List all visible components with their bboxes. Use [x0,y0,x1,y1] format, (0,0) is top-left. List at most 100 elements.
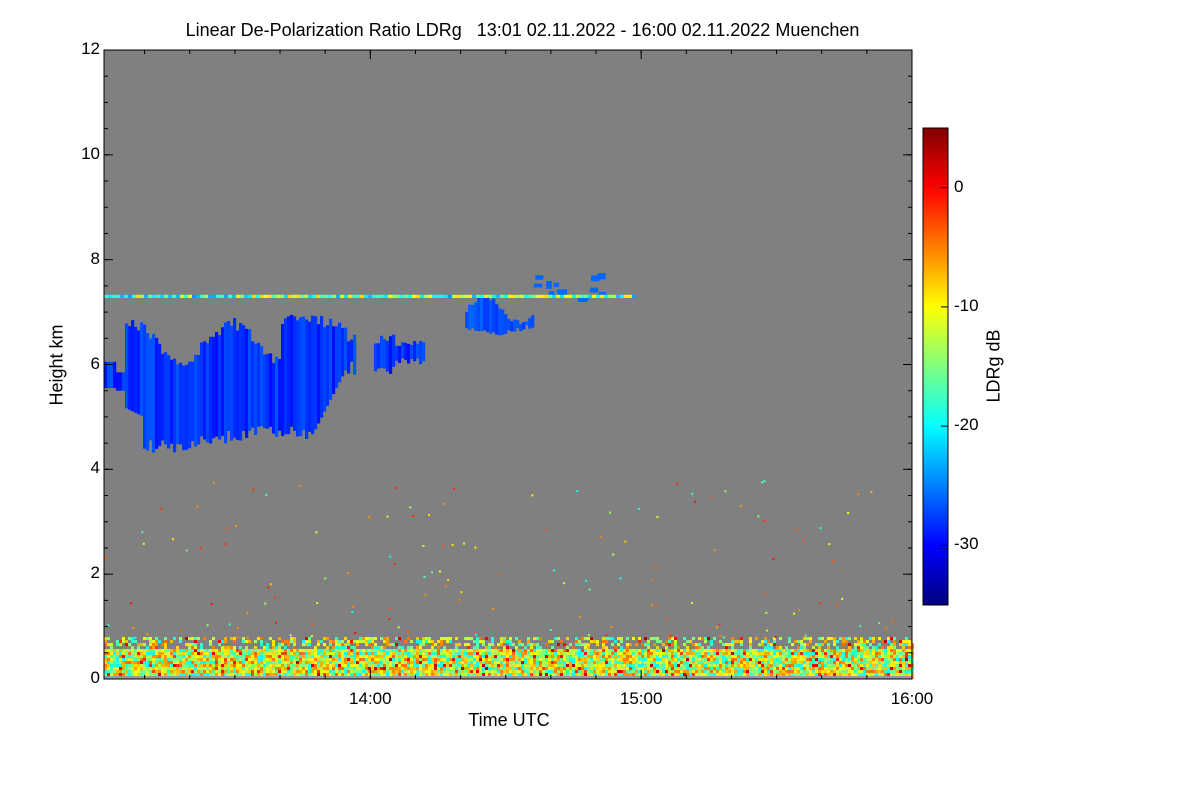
noise-pixel [854,658,857,662]
noise-pixel [356,661,359,665]
noise-pixel [407,664,410,668]
noise-pixel [839,649,842,653]
noise-pixel [704,673,707,677]
noise-pixel [374,661,377,665]
noise-pixel [107,649,110,653]
noise-pixel [731,643,734,647]
noise-pixel [344,673,347,677]
noise-pixel [887,664,890,668]
noise-pixel [197,664,200,668]
noise-pixel [308,655,311,659]
noise-pixel [725,664,728,668]
noise-pixel [854,655,857,659]
noise-pixel [824,673,827,677]
noise-pixel [815,664,818,668]
noise-pixel [119,673,122,677]
cloud-column [350,339,354,362]
noise-pixel [281,673,284,677]
noise-pixel [656,646,659,650]
noise-pixel [359,664,362,668]
noise-pixel [488,670,491,674]
speckle [397,626,400,629]
speckle [351,611,354,614]
noise-pixel [452,658,455,662]
noise-pixel [632,658,635,662]
noise-pixel [290,664,293,668]
noise-pixel [392,667,395,671]
noise-pixel [581,667,584,671]
noise-pixel [647,652,650,656]
artifact-segment [592,294,597,298]
noise-pixel [257,658,260,662]
speckle [298,484,301,487]
noise-pixel [533,664,536,668]
artifact-segment [144,294,149,298]
noise-pixel [161,649,164,653]
noise-pixel [536,667,539,671]
noise-pixel [278,643,281,647]
noise-pixel [266,664,269,668]
artifact-segment [500,294,505,298]
noise-pixel [467,655,470,659]
speckle [891,620,894,623]
noise-pixel [788,664,791,668]
noise-pixel [257,637,260,641]
noise-pixel [428,640,431,644]
noise-pixel [443,661,446,665]
noise-pixel [116,667,119,671]
noise-pixel [731,652,734,656]
noise-pixel [455,673,458,677]
noise-pixel [149,637,152,641]
noise-pixel [113,652,116,656]
noise-pixel [725,661,728,665]
noise-pixel [254,661,257,665]
cloud-column [203,341,207,440]
noise-pixel [626,658,629,662]
noise-pixel [641,673,644,677]
noise-pixel [632,667,635,671]
noise-pixel [686,652,689,656]
noise-pixel [317,664,320,668]
noise-pixel [263,670,266,674]
noise-pixel [155,667,158,671]
speckle [130,602,133,605]
noise-pixel [593,652,596,656]
noise-pixel [368,661,371,665]
noise-pixel [311,655,314,659]
noise-pixel [698,643,701,647]
noise-pixel [515,673,518,677]
streak [598,291,607,296]
noise-pixel [386,643,389,647]
noise-pixel [758,652,761,656]
noise-pixel [686,670,689,674]
noise-pixel [905,670,908,674]
cloud-column [209,336,213,444]
noise-pixel [833,667,836,671]
noise-pixel [587,652,590,656]
noise-pixel [266,655,269,659]
noise-pixel [506,667,509,671]
noise-pixel [716,661,719,665]
noise-pixel [650,664,653,668]
noise-pixel [176,667,179,671]
noise-pixel [179,667,182,671]
noise-pixel [653,664,656,668]
noise-pixel [656,661,659,665]
noise-pixel [782,661,785,665]
noise-pixel [908,649,911,653]
noise-pixel [242,652,245,656]
noise-pixel [527,637,530,641]
noise-pixel [224,640,227,644]
noise-pixel [785,661,788,665]
noise-pixel [308,664,311,668]
noise-pixel [767,649,770,653]
noise-pixel [575,658,578,662]
noise-pixel [623,661,626,665]
noise-pixel [764,646,767,650]
cloud-column [257,342,261,427]
noise-pixel [536,664,539,668]
noise-pixel [821,673,824,677]
noise-pixel [356,655,359,659]
noise-pixel [335,667,338,671]
artifact-segment [300,294,305,298]
